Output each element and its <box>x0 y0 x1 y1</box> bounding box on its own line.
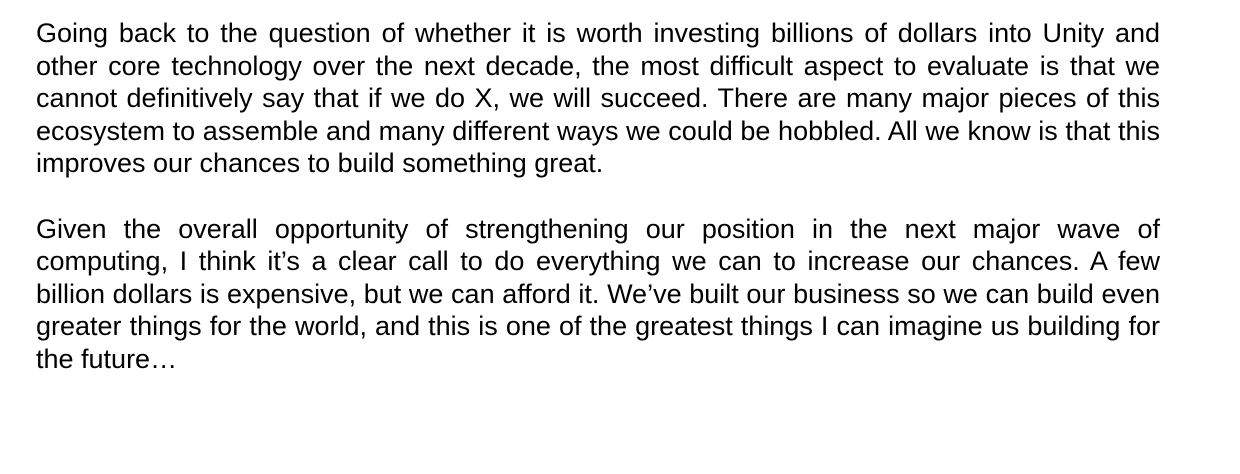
paragraph-1: Going back to the question of whether it… <box>36 18 1160 178</box>
document-body: Going back to the question of whether it… <box>36 17 1160 408</box>
paragraph-2: Given the overall opportunity of strengt… <box>36 213 1160 374</box>
